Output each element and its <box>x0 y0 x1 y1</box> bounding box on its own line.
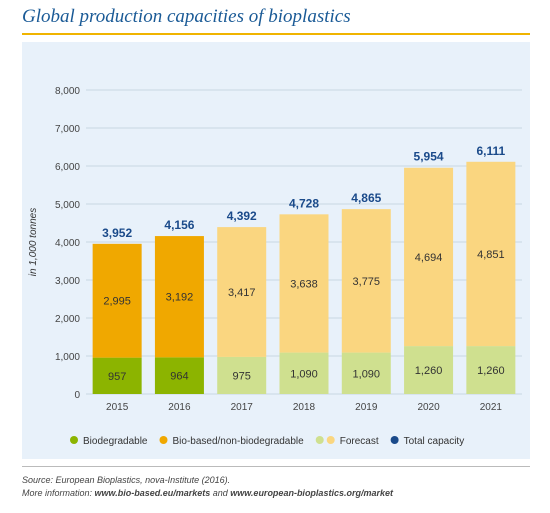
y-axis-label: in 1,000 tonnes <box>28 208 39 276</box>
y-tick-label: 0 <box>74 390 80 401</box>
total-capacity-label: 3,952 <box>102 226 132 240</box>
y-tick-label: 8,000 <box>55 86 80 97</box>
data-label-bio-based: 4,694 <box>415 252 443 264</box>
total-capacity-label: 4,865 <box>351 191 381 205</box>
bar-chart: 0 1,000 2,000 3,000 4,000 5,000 6,000 7,000 8,00… <box>28 86 522 447</box>
more-info-prefix: More information: <box>22 488 95 498</box>
total-capacity-label: 4,728 <box>289 196 319 210</box>
x-tick-label: 2015 <box>106 402 129 413</box>
data-label-bio-based: 4,851 <box>477 249 505 261</box>
legend-marker <box>159 436 168 444</box>
legend-label: Total capacity <box>404 436 465 447</box>
x-tick-label: 2016 <box>168 402 191 413</box>
y-tick-label: 4,000 <box>55 238 80 249</box>
bar-bio-based-non-biodegradable <box>279 214 329 353</box>
y-tick-label: 1,000 <box>55 352 80 363</box>
bar-biodegradable <box>404 346 454 394</box>
source-note: Source: European Bioplastics, nova-Insti… <box>22 474 393 500</box>
source-text: Source: European Bioplastics, nova-Insti… <box>22 475 231 485</box>
data-label-bio-based: 3,638 <box>290 278 318 290</box>
bar-bio-based-non-biodegradable <box>466 161 516 347</box>
data-label-biodegradable: 1,260 <box>415 365 443 377</box>
legend-marker <box>315 436 324 444</box>
market-link-european-bioplastics[interactable]: www.european-bioplastics.org/market <box>230 488 393 498</box>
legend-marker <box>390 436 399 444</box>
bar-biodegradable <box>466 346 516 394</box>
data-label-bio-based: 3,775 <box>353 276 381 288</box>
market-link-bio-based[interactable]: www.bio-based.eu/markets <box>94 488 211 498</box>
data-label-biodegradable: 957 <box>108 371 126 383</box>
more-info: More information: www.bio-based.eu/marke… <box>22 487 393 500</box>
data-label-bio-based: 3,192 <box>166 292 194 304</box>
y-tick-label: 3,000 <box>55 276 80 287</box>
chart-title: Global production capacities of bioplast… <box>22 6 351 27</box>
total-capacity-label: 4,392 <box>227 209 257 223</box>
source-divider <box>22 466 530 467</box>
bar-bio-based-non-biodegradable <box>92 243 142 358</box>
total-capacity-label: 5,954 <box>414 150 444 164</box>
x-tick-label: 2020 <box>417 402 440 413</box>
y-tick-label: 6,000 <box>55 162 80 173</box>
title-divider <box>22 33 530 35</box>
data-label-biodegradable: 964 <box>170 371 188 383</box>
data-label-bio-based: 3,417 <box>228 287 256 299</box>
x-tick-label: 2021 <box>480 402 503 413</box>
x-tick-label: 2018 <box>293 402 316 413</box>
bar-bio-based-non-biodegradable <box>154 236 204 358</box>
more-info-and: and <box>210 488 231 498</box>
x-tick-label: 2019 <box>355 402 378 413</box>
data-label-biodegradable: 975 <box>233 370 251 382</box>
bar-biodegradable <box>279 352 329 394</box>
total-capacity-label: 6,111 <box>476 144 505 158</box>
legend-label: Forecast <box>340 436 379 447</box>
y-tick-label: 7,000 <box>55 124 80 135</box>
bar-bio-based-non-biodegradable <box>217 227 267 357</box>
bar-bio-based-non-biodegradable <box>341 209 391 353</box>
total-capacity-label: 4,156 <box>164 218 194 232</box>
y-tick-label: 2,000 <box>55 314 80 325</box>
x-tick-label: 2017 <box>231 402 254 413</box>
chart-panel: 0 1,000 2,000 3,000 4,000 5,000 6,000 7,000 8,00… <box>22 42 530 459</box>
bar-bio-based-non-biodegradable <box>404 167 454 347</box>
bar-biodegradable <box>154 357 204 394</box>
bar-biodegradable <box>341 352 391 394</box>
data-label-bio-based: 2,995 <box>103 296 131 308</box>
legend-label: Bio-based/non-biodegradable <box>173 436 305 447</box>
y-tick-label: 5,000 <box>55 200 80 211</box>
legend-label: Biodegradable <box>83 436 148 447</box>
legend-marker <box>70 436 78 444</box>
legend-marker <box>326 436 335 444</box>
data-label-biodegradable: 1,090 <box>353 368 381 380</box>
bar-biodegradable <box>92 357 142 394</box>
data-label-biodegradable: 1,260 <box>477 365 505 377</box>
bar-biodegradable <box>217 356 267 394</box>
data-label-biodegradable: 1,090 <box>290 368 318 380</box>
